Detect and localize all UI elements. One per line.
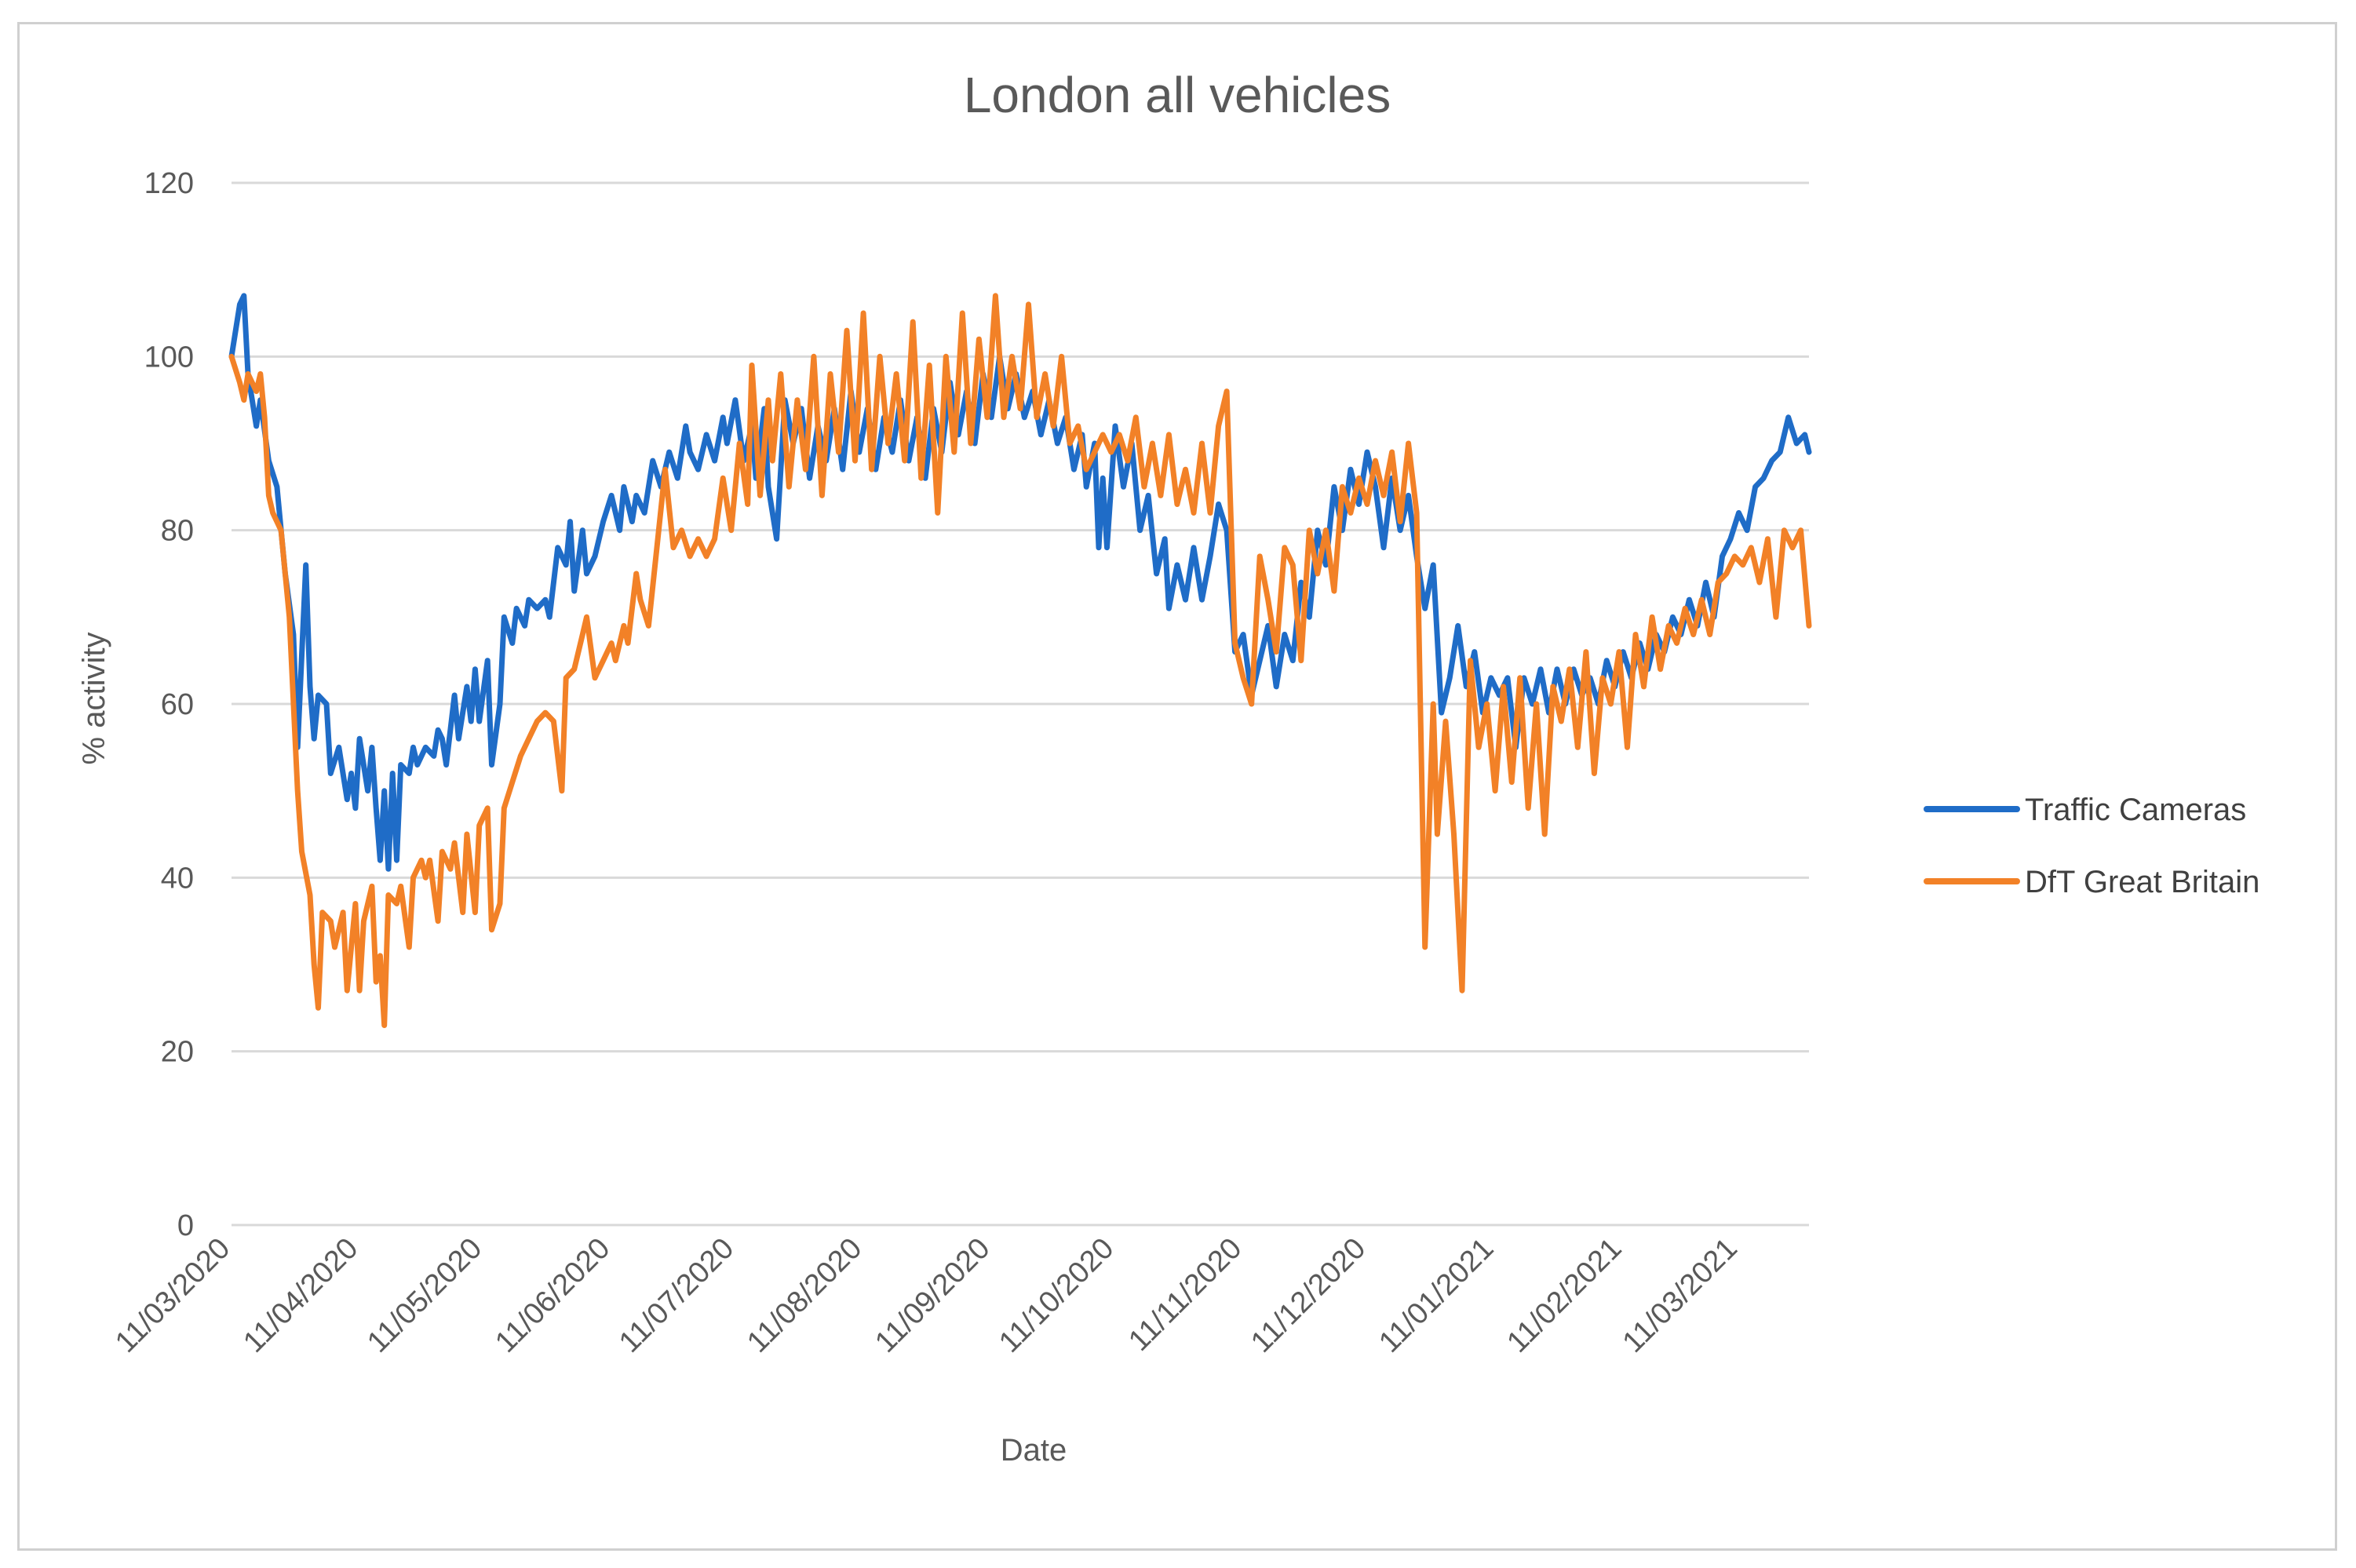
x-tick-label: 11/05/2020 [361, 1232, 488, 1359]
line-chart: London all vehicles 0 20 40 60 80 100 120 11/0… [77, 67, 2259, 1468]
x-tick-label: 11/02/2021 [1501, 1232, 1628, 1359]
y-tick-label: 0 [177, 1209, 194, 1242]
y-tick-label: 120 [144, 167, 194, 200]
y-tick-label: 60 [161, 688, 194, 721]
y-axis-label: % activity [77, 633, 111, 765]
x-tick-label: 11/04/2020 [237, 1232, 364, 1359]
x-tick-label: 11/08/2020 [741, 1232, 868, 1359]
x-axis-label: Date [1001, 1433, 1067, 1468]
x-tick-label: 11/11/2020 [1122, 1232, 1248, 1358]
gridlines [232, 181, 1809, 1227]
chart-title: London all vehicles [964, 67, 1391, 123]
y-axis-ticks: 0 20 40 60 80 100 120 [144, 167, 194, 1242]
y-tick-label: 20 [161, 1036, 194, 1069]
legend: Traffic Cameras DfT Great Britain [1924, 793, 2259, 899]
x-tick-label: 11/06/2020 [489, 1232, 616, 1359]
x-tick-label: 11/09/2020 [869, 1232, 996, 1359]
legend-label: DfT Great Britain [2025, 865, 2259, 899]
x-tick-label: 11/10/2020 [993, 1232, 1120, 1359]
y-tick-label: 100 [144, 341, 194, 374]
x-tick-label: 11/03/2021 [1617, 1232, 1744, 1359]
legend-label: Traffic Cameras [2025, 793, 2246, 827]
series-line-dft-great-britain [228, 293, 1812, 1028]
x-tick-label: 11/03/2020 [109, 1232, 236, 1359]
x-tick-label: 11/01/2021 [1373, 1232, 1500, 1359]
x-tick-label: 11/07/2020 [613, 1232, 740, 1359]
series-lines [228, 293, 1812, 1028]
chart-frame: London all vehicles 0 20 40 60 80 100 120 11/0… [17, 22, 2337, 1551]
x-tick-label: 11/12/2020 [1245, 1232, 1372, 1359]
y-tick-label: 80 [161, 515, 194, 548]
y-tick-label: 40 [161, 862, 194, 895]
